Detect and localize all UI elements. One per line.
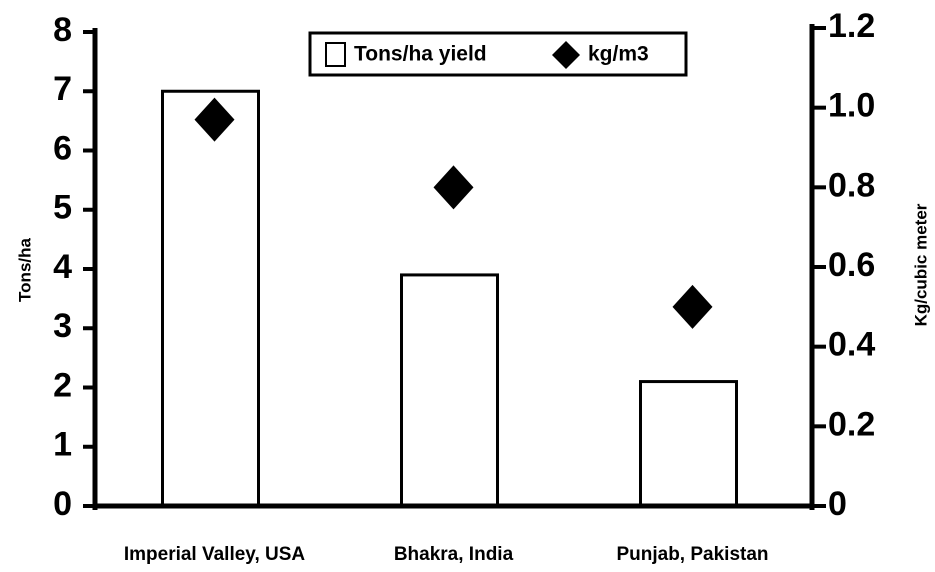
x-tick-label: Imperial Valley, USA [124, 544, 306, 565]
y2-tick-label: 0.4 [828, 326, 875, 364]
y-tick-label: 7 [53, 70, 72, 108]
x-tick-label: Bhakra, India [394, 544, 514, 565]
y2-tick-label: 1.0 [828, 87, 875, 125]
y2-axis-label: Kg/cubic meter [911, 203, 930, 326]
y2-tick-label: 0.8 [828, 166, 875, 204]
y-tick-label: 3 [53, 307, 72, 345]
y-tick-label: 1 [53, 426, 72, 464]
legend-swatch [552, 41, 580, 69]
legend-swatch [325, 42, 346, 67]
legend-box [308, 31, 688, 77]
legend-label: Tons/ha yield [354, 43, 487, 66]
y-tick-label: 8 [53, 11, 72, 49]
marker [194, 97, 235, 142]
legend-label: kg/m3 [588, 43, 649, 66]
y-tick-label: 5 [53, 189, 72, 227]
y2-tick-label: 0.6 [828, 246, 875, 284]
marker [433, 165, 474, 210]
bar [161, 89, 260, 508]
y-axis-label: Tons/ha [15, 238, 34, 302]
y2-tick-label: 0.2 [828, 405, 875, 443]
y-tick-label: 0 [53, 485, 72, 523]
y-tick-label: 6 [53, 129, 72, 167]
bar [400, 273, 499, 508]
bar [639, 380, 738, 508]
y2-tick-label: 1.2 [828, 7, 875, 45]
x-tick-label: Punjab, Pakistan [616, 544, 768, 565]
y2-tick-label: 0 [828, 485, 847, 523]
y-tick-label: 2 [53, 366, 72, 404]
y-tick-label: 4 [53, 248, 72, 286]
marker [672, 284, 713, 329]
